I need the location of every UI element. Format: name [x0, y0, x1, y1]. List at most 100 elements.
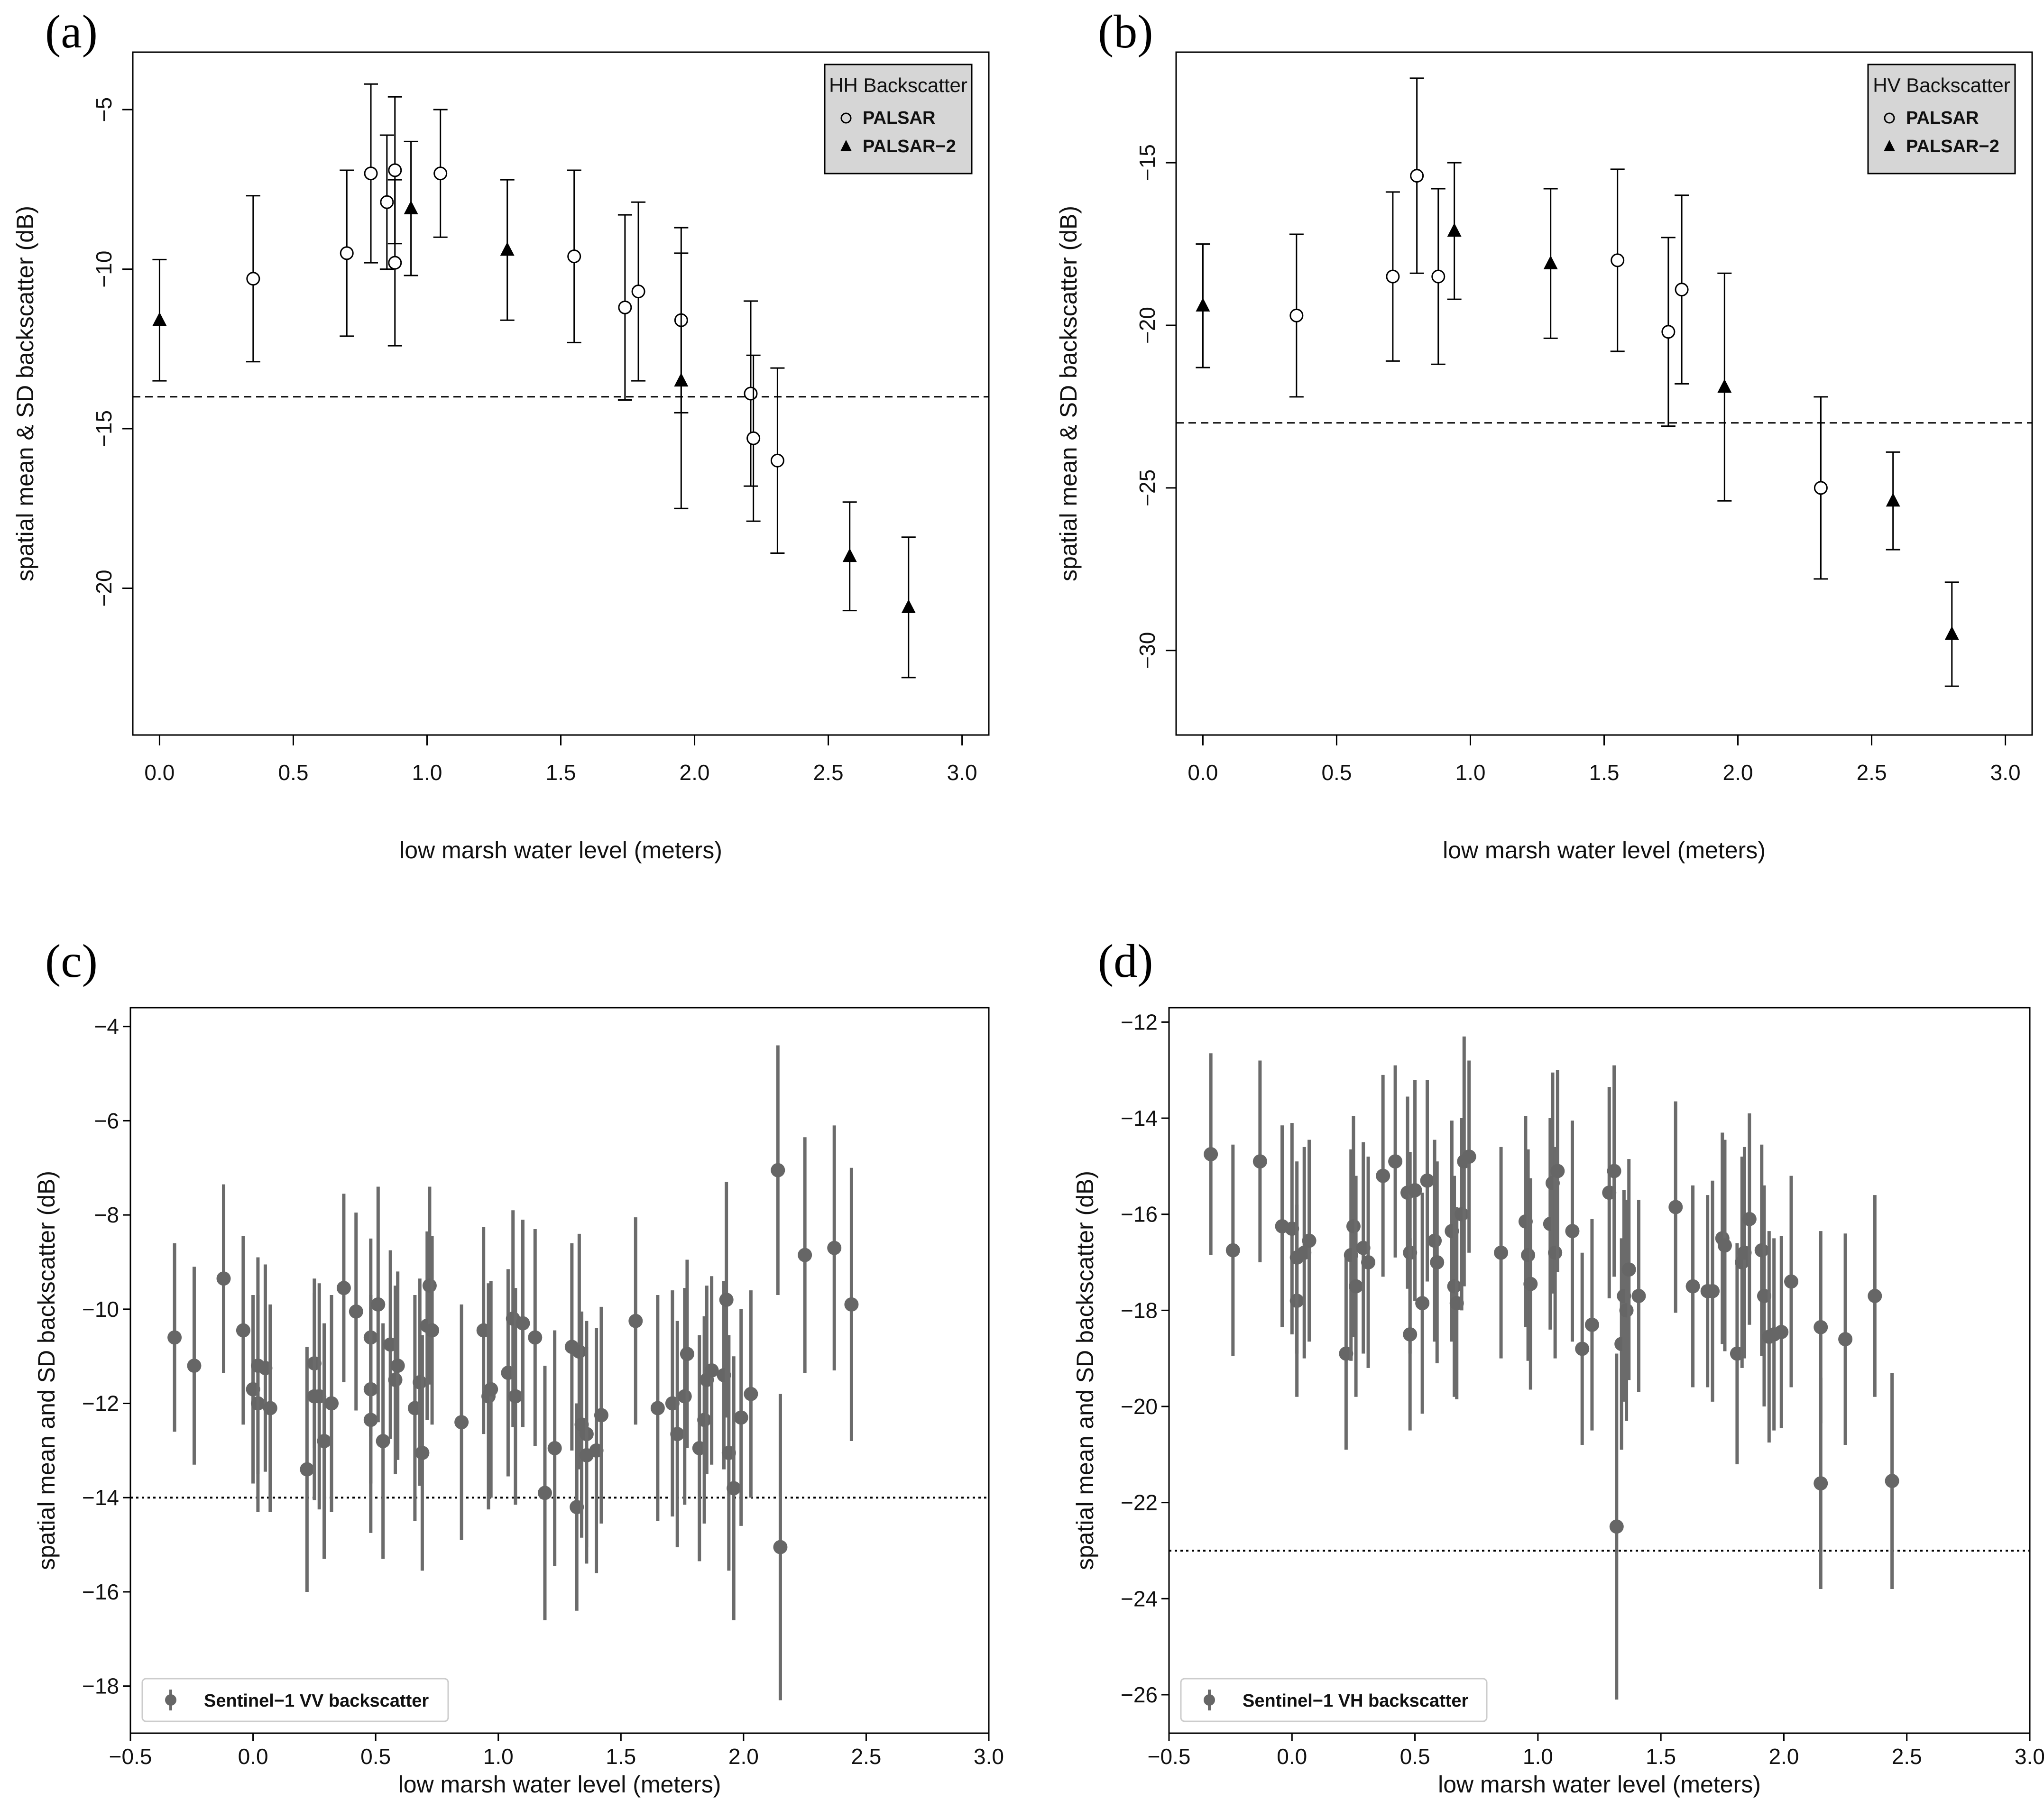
legend-marker-palsar2-a [840, 140, 852, 151]
data-point [770, 453, 784, 468]
x-axis-label-d: low marsh water level (meters) [1438, 1771, 1761, 1798]
data-point [1361, 1255, 1376, 1270]
x-tick-label-c: 3.0 [974, 1744, 1004, 1769]
data-point [1346, 1219, 1361, 1234]
x-tick-label-b: 2.5 [1857, 760, 1887, 785]
legend-box-b [1867, 64, 2016, 175]
data-point [744, 386, 758, 401]
data-point [1431, 269, 1446, 284]
x-tick-label-b: 2.0 [1723, 760, 1753, 785]
data-point [719, 1292, 734, 1307]
y-tick-label-a: −15 [92, 410, 116, 447]
data-point [631, 285, 645, 299]
data-point [1204, 1147, 1218, 1162]
data-point [1521, 1248, 1536, 1262]
x-tick-label-d: 1.0 [1523, 1744, 1553, 1769]
x-tick-label-c: 2.5 [851, 1744, 881, 1769]
y-tick-label-a: −20 [92, 570, 116, 606]
data-point [1886, 493, 1900, 507]
data-point [1668, 1200, 1683, 1214]
data-point [771, 1163, 785, 1177]
data-point [1196, 297, 1210, 312]
y-tick-label-a: −5 [92, 97, 116, 122]
data-point [324, 1396, 339, 1411]
panel-c: (c) −0.5 0.0 0.5 1.0 1.5 2.0 2.5 3.0 −4 −6 −8 −10 −1… [33, 935, 1004, 1798]
data-point [901, 599, 916, 613]
data-point [404, 200, 418, 214]
data-point [371, 1297, 386, 1312]
data-point [1376, 1168, 1390, 1183]
y-axis-label-b: spatial mean & SD backscatter (dB) [1055, 206, 1082, 581]
legend-a: HH Backscatter PALSAR PALSAR−2 [824, 64, 973, 175]
data-point [388, 163, 402, 177]
data-point [1784, 1274, 1798, 1289]
x-tick-label-d: 3.0 [2015, 1744, 2044, 1769]
data-point [827, 1240, 842, 1255]
y-tick-label-c: −8 [94, 1203, 119, 1227]
x-tick-label-d: −0.5 [1148, 1744, 1191, 1769]
data-point [677, 1389, 692, 1404]
data-point [508, 1389, 523, 1404]
data-point [1565, 1224, 1580, 1239]
data-point [1447, 1279, 1462, 1294]
x-tick-label-c: 0.5 [360, 1744, 391, 1769]
data-point [1609, 1519, 1624, 1534]
legend-d: Sentinel−1 VH backscatter [1180, 1678, 1488, 1722]
plot-frame-d [1168, 1007, 2031, 1734]
data-point [388, 256, 402, 270]
data-point [1494, 1245, 1509, 1260]
y-tick-label-c: −12 [82, 1391, 119, 1416]
data-point [727, 1481, 741, 1496]
data-point [1415, 1296, 1430, 1311]
data-point [376, 1434, 390, 1449]
data-point [216, 1271, 231, 1286]
data-point [415, 1445, 430, 1460]
y-axis-label-d: spatial mean and SD backscatter (dB) [1072, 1171, 1098, 1570]
data-point [1548, 1245, 1563, 1260]
data-point [1685, 1279, 1700, 1294]
x-tick-label-a: 0.0 [144, 760, 175, 785]
data-point [572, 1344, 587, 1359]
data-point [618, 300, 632, 314]
data-point [1523, 1277, 1538, 1291]
data-point [1814, 1320, 1828, 1334]
data-point [1252, 1154, 1267, 1169]
data-point [1621, 1262, 1636, 1277]
y-tick-label-d: −18 [1121, 1298, 1158, 1323]
y-axis-label-a: spatial mean & SD backscatter (dB) [12, 206, 38, 581]
data-point [363, 1413, 378, 1427]
data-point [454, 1415, 469, 1430]
data-point [1462, 1149, 1476, 1164]
x-tick-label-a: 1.5 [546, 760, 576, 785]
data-point [674, 373, 689, 387]
panel-label-b: (b) [1098, 5, 1153, 58]
data-point [1661, 325, 1676, 339]
data-point [1944, 626, 1959, 640]
x-axis-label-a: low marsh water level (meters) [399, 837, 722, 864]
x-tick-label-c: 2.0 [728, 1744, 759, 1769]
data-point [1742, 1212, 1757, 1226]
y-tick-label-c: −16 [82, 1580, 119, 1604]
panel-label-d: (d) [1098, 935, 1153, 987]
data-point [1611, 253, 1625, 267]
data-point [697, 1413, 712, 1427]
y-tick-label-d: −26 [1121, 1682, 1158, 1707]
x-axis-label-b: low marsh water level (meters) [1443, 837, 1766, 864]
y-tick-label-c: −6 [94, 1108, 119, 1133]
y-tick-label-c: −18 [82, 1674, 119, 1699]
legend-marker-d [1204, 1694, 1215, 1706]
data-point [516, 1316, 530, 1331]
data-point [1420, 1173, 1435, 1188]
data-point [1584, 1317, 1599, 1332]
data-point [1885, 1474, 1899, 1489]
data-point [364, 166, 378, 181]
data-point [1289, 308, 1304, 322]
data-point [1386, 269, 1400, 284]
data-point [528, 1330, 543, 1345]
x-tick-label-a: 2.0 [680, 760, 710, 785]
x-tick-label-a: 2.5 [813, 760, 844, 785]
data-point [680, 1347, 694, 1361]
x-tick-label-d: 1.5 [1646, 1744, 1676, 1769]
data-point [1225, 1243, 1240, 1258]
